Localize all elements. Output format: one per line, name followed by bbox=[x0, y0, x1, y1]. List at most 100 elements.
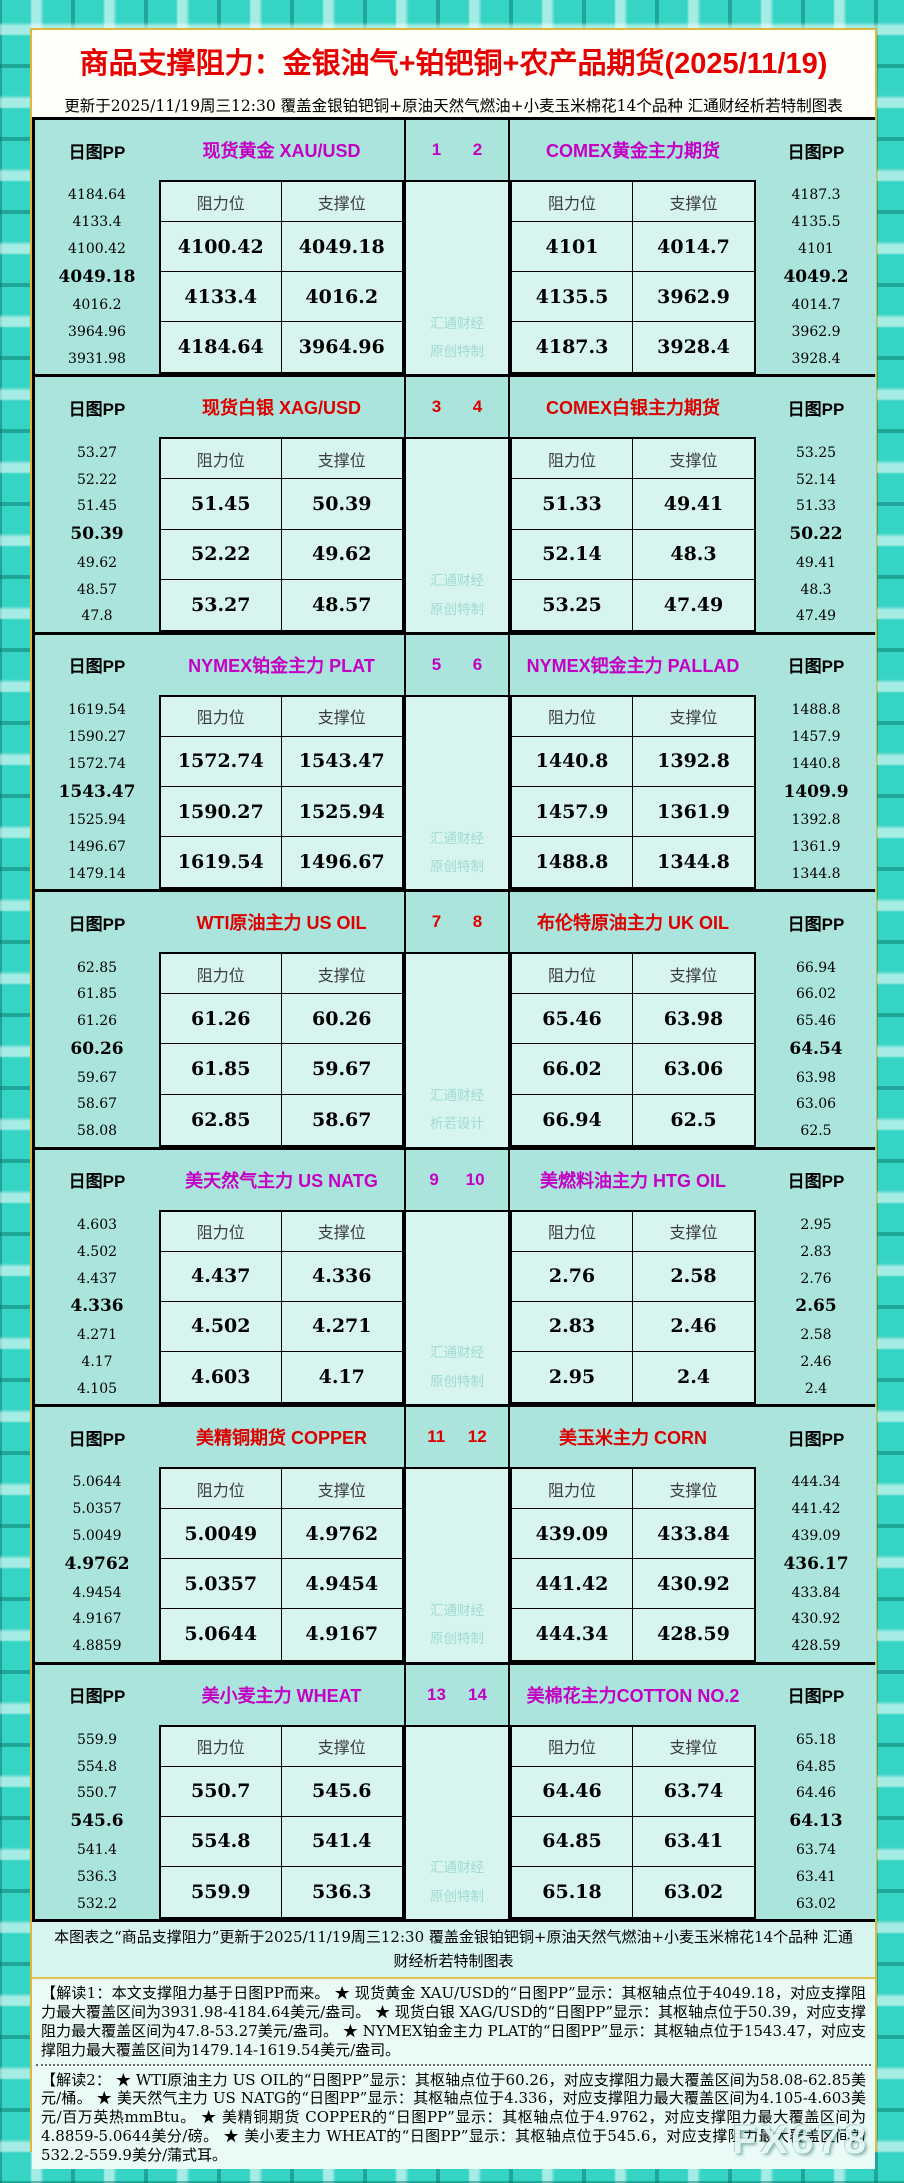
pp-header-left: 日图PP bbox=[35, 1149, 159, 1210]
pp-level-value: 4.271 bbox=[76, 1327, 118, 1344]
pp-level-value: 4014.7 bbox=[791, 297, 841, 314]
pp-pivot-value: 4.336 bbox=[70, 1296, 124, 1317]
pp-pivot-value: 64.54 bbox=[789, 1038, 843, 1059]
pp-level-value: 1392.8 bbox=[791, 812, 841, 829]
pp-levels-left: 53.27 52.22 51.45 50.39 49.62 48.57 47.8 bbox=[35, 437, 159, 632]
pp-level-value: 2.58 bbox=[800, 1327, 832, 1344]
resistance-column-header: 阻力位 bbox=[161, 1469, 282, 1510]
pp-level-value: 64.46 bbox=[795, 1785, 837, 1802]
resistance-column-header: 阻力位 bbox=[161, 696, 282, 737]
pp-pivot-value: 1409.9 bbox=[783, 781, 849, 802]
pp-level-value: 48.3 bbox=[800, 581, 832, 598]
pp-level-value: 62.5 bbox=[800, 1123, 832, 1140]
resistance-value: 5.0644 bbox=[161, 1609, 282, 1660]
pp-level-value: 5.0049 bbox=[72, 1528, 122, 1545]
support-column-header: 支撑位 bbox=[633, 954, 754, 995]
support-value: 63.74 bbox=[633, 1767, 754, 1817]
resistance-value: 51.45 bbox=[161, 479, 282, 530]
support-column-header: 支撑位 bbox=[633, 439, 754, 480]
pp-level-value: 58.08 bbox=[76, 1123, 118, 1140]
support-value: 63.02 bbox=[663, 1880, 724, 1903]
support-value: 3964.96 bbox=[298, 336, 385, 359]
levels-table-right: 阻力位 支撑位 65.46 63.98 66.02 63.06 66.94 62.5 bbox=[510, 952, 756, 1147]
support-value: 430.92 bbox=[633, 1559, 754, 1610]
commodity-block-6: 日图PP 美精铜期货 COPPER 11 12 美玉米主力 CORN 日图PP 5.0644… bbox=[35, 1407, 876, 1665]
brand-stamp: 汇通财经 原创特制 bbox=[430, 825, 484, 882]
pp-level-value: 4100.42 bbox=[68, 240, 126, 257]
pp-level-value: 59.67 bbox=[76, 1069, 118, 1086]
summary-note: 本图表之“商品支撑阻力”更新于2025/11/19周三12:30 覆盖金银铂钯铜… bbox=[32, 1922, 875, 1979]
levels-table-left: 阻力位 支撑位 51.45 50.39 52.22 49.62 53.27 48.57 bbox=[159, 437, 404, 632]
support-value: 1543.47 bbox=[281, 737, 402, 787]
support-value: 545.6 bbox=[281, 1767, 402, 1817]
pp-level-value: 433.84 bbox=[791, 1584, 841, 1601]
support-column-header: 支撑位 bbox=[633, 1212, 754, 1252]
instrument-title-left: 美精铜期货 COPPER bbox=[159, 1407, 404, 1468]
dotted-divider bbox=[36, 2063, 871, 2066]
brand-stamp: 汇通财经 原创特制 bbox=[430, 310, 484, 367]
instrument-title-right: 美燃料油主力 HTG OIL bbox=[510, 1149, 756, 1210]
middle-column: 汇通财经 原创特制 bbox=[404, 694, 510, 890]
pp-level-value: 4.9167 bbox=[72, 1611, 122, 1628]
support-value: 4016.2 bbox=[281, 272, 402, 323]
pp-levels-left: 4184.64 4133.4 4100.42 4049.18 4016.2 3964.96… bbox=[35, 180, 159, 375]
levels-table-left: 阻力位 支撑位 61.26 60.26 61.85 59.67 62.85 58.67 bbox=[159, 952, 404, 1147]
pp-header-left: 日图PP bbox=[35, 1407, 159, 1468]
resistance-value: 441.42 bbox=[512, 1559, 633, 1610]
levels-table-left: 阻力位 支撑位 550.7 545.6 554.8 541.4 559.9 536.3 bbox=[159, 1724, 404, 1919]
levels-table-right: 阻力位 支撑位 1440.8 1392.8 1457.9 1361.9 1488.8 1344… bbox=[510, 694, 756, 890]
pp-level-value: 3962.9 bbox=[791, 324, 841, 341]
support-column-header: 支撑位 bbox=[281, 1469, 402, 1510]
instrument-title-left: 现货黄金 XAU/USD bbox=[159, 120, 404, 180]
pp-levels-left: 5.0644 5.0357 5.0049 4.9762 4.9454 4.9167 4.88… bbox=[35, 1467, 159, 1662]
block-number: 14 bbox=[468, 1684, 487, 1704]
resistance-column-header: 阻力位 bbox=[512, 1469, 633, 1510]
levels-table-left: 阻力位 支撑位 1572.74 1543.47 1590.27 1525.94 1619.5… bbox=[159, 694, 404, 890]
support-value: 1344.8 bbox=[657, 851, 730, 874]
resistance-value: 559.9 bbox=[161, 1866, 282, 1917]
pp-level-value: 2.4 bbox=[804, 1380, 828, 1397]
pp-levels-right: 53.25 52.14 51.33 50.22 49.41 48.3 47.49 bbox=[756, 437, 876, 632]
pp-level-value: 63.02 bbox=[795, 1895, 837, 1912]
pp-level-value: 1488.8 bbox=[791, 702, 841, 719]
resistance-value: 66.94 bbox=[512, 1094, 633, 1145]
pp-level-value: 4.9454 bbox=[72, 1584, 122, 1601]
pp-level-value: 63.06 bbox=[795, 1096, 837, 1113]
pp-level-value: 2.46 bbox=[800, 1353, 832, 1370]
pp-level-value: 550.7 bbox=[76, 1785, 118, 1802]
resistance-column-header: 阻力位 bbox=[161, 439, 282, 480]
block-number: 5 bbox=[431, 654, 442, 674]
pp-level-value: 4184.64 bbox=[68, 187, 126, 204]
interpretation-2: 【解读2： ★ WTI原油主力 US OIL的“日图PP”显示：其枢轴点位于60… bbox=[41, 2070, 866, 2165]
pp-pivot-value: 50.39 bbox=[70, 524, 124, 545]
resistance-value: 52.14 bbox=[512, 529, 633, 580]
pp-level-value: 63.98 bbox=[795, 1069, 837, 1086]
support-value: 48.3 bbox=[633, 530, 754, 580]
brand-stamp: 汇通财经 原创特制 bbox=[430, 1854, 484, 1911]
pp-pivot-value: 1543.47 bbox=[58, 781, 136, 802]
instrument-title-left: 美小麦主力 WHEAT bbox=[159, 1664, 404, 1725]
instrument-title-left: WTI原油主力 US OIL bbox=[159, 892, 404, 953]
instrument-title-left: 美天然气主力 US NATG bbox=[159, 1149, 404, 1210]
block-number: 8 bbox=[472, 912, 483, 932]
support-value: 2.58 bbox=[633, 1252, 754, 1302]
resistance-column-header: 阻力位 bbox=[512, 1211, 633, 1252]
support-column-header: 支撑位 bbox=[633, 182, 754, 222]
resistance-value: 4184.64 bbox=[161, 322, 282, 373]
brand-stamp: 汇通财经 原创特制 bbox=[430, 567, 484, 624]
support-value: 1525.94 bbox=[281, 787, 402, 838]
pp-level-value: 51.45 bbox=[76, 498, 118, 515]
support-column-header: 支撑位 bbox=[281, 954, 402, 995]
support-value: 536.3 bbox=[312, 1880, 372, 1903]
pp-header-left: 日图PP bbox=[35, 634, 159, 695]
resistance-value: 439.09 bbox=[512, 1509, 633, 1560]
pp-header-left: 日图PP bbox=[35, 377, 159, 438]
pp-level-value: 536.3 bbox=[76, 1868, 118, 1885]
resistance-column-header: 阻力位 bbox=[161, 954, 282, 995]
resistance-value: 4135.5 bbox=[512, 272, 633, 323]
support-column-header: 支撑位 bbox=[281, 1212, 402, 1252]
